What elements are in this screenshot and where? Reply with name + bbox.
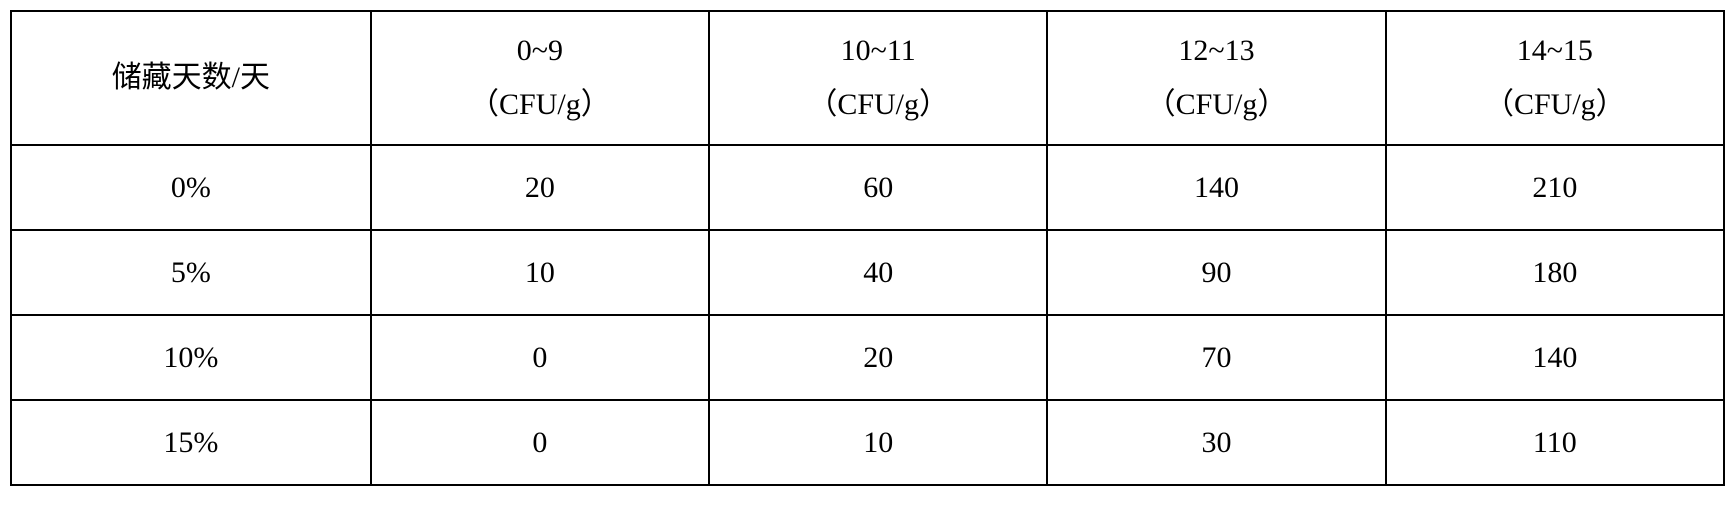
row-2-val-2: 70: [1047, 315, 1385, 400]
row-0-val-2: 140: [1047, 145, 1385, 230]
row-2-val-0: 0: [371, 315, 709, 400]
row-0-label: 0%: [11, 145, 371, 230]
row-3-val-0: 0: [371, 400, 709, 485]
row-3-val-3: 110: [1386, 400, 1724, 485]
header-col-3: 14~15 （CFU/g）: [1386, 11, 1724, 145]
row-1-val-2: 90: [1047, 230, 1385, 315]
row-1-val-3: 180: [1386, 230, 1724, 315]
row-3-label: 15%: [11, 400, 371, 485]
row-0-val-3: 210: [1386, 145, 1724, 230]
table-row: 15% 0 10 30 110: [11, 400, 1724, 485]
row-2-val-1: 20: [709, 315, 1047, 400]
cfu-storage-table: 储藏天数/天 0~9 （CFU/g） 10~11 （CFU/g） 12~13 （…: [10, 10, 1725, 486]
row-0-val-0: 20: [371, 145, 709, 230]
header-col-2-range: 12~13: [1048, 12, 1384, 78]
header-col-1-unit: （CFU/g）: [710, 78, 1046, 144]
table-row: 5% 10 40 90 180: [11, 230, 1724, 315]
header-col-2-unit: （CFU/g）: [1048, 78, 1384, 144]
row-2-val-3: 140: [1386, 315, 1724, 400]
header-col-0: 0~9 （CFU/g）: [371, 11, 709, 145]
row-3-val-2: 30: [1047, 400, 1385, 485]
row-2-label: 10%: [11, 315, 371, 400]
header-col-3-unit: （CFU/g）: [1387, 78, 1723, 144]
header-col-0-range: 0~9: [372, 12, 708, 78]
header-row-label: 储藏天数/天: [11, 11, 371, 145]
data-table-container: 储藏天数/天 0~9 （CFU/g） 10~11 （CFU/g） 12~13 （…: [10, 10, 1725, 486]
row-1-val-0: 10: [371, 230, 709, 315]
table-row: 10% 0 20 70 140: [11, 315, 1724, 400]
header-col-1-range: 10~11: [710, 12, 1046, 78]
table-header-row: 储藏天数/天 0~9 （CFU/g） 10~11 （CFU/g） 12~13 （…: [11, 11, 1724, 145]
row-3-val-1: 10: [709, 400, 1047, 485]
row-1-label: 5%: [11, 230, 371, 315]
header-col-2: 12~13 （CFU/g）: [1047, 11, 1385, 145]
table-row: 0% 20 60 140 210: [11, 145, 1724, 230]
header-col-1: 10~11 （CFU/g）: [709, 11, 1047, 145]
row-0-val-1: 60: [709, 145, 1047, 230]
header-col-3-range: 14~15: [1387, 12, 1723, 78]
row-1-val-1: 40: [709, 230, 1047, 315]
header-col-0-unit: （CFU/g）: [372, 78, 708, 144]
